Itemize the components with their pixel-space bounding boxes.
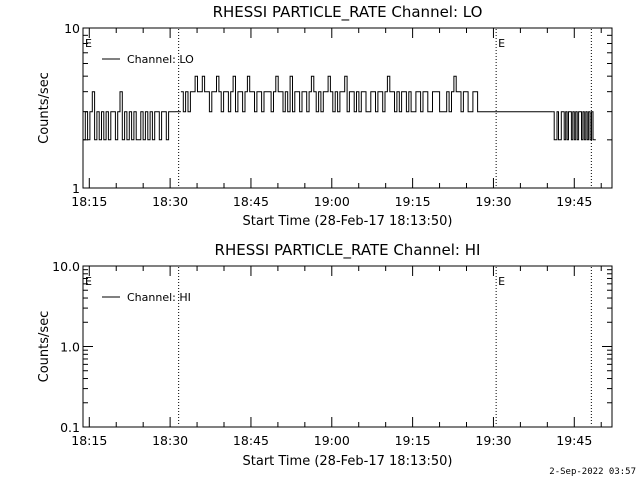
panel-lo: RHESSI PARTICLE_RATE Channel: LO Start Ti… bbox=[37, 3, 613, 229]
x-tick-label: 19:00 bbox=[314, 433, 350, 448]
y-tick-label: 1.0 bbox=[60, 340, 80, 355]
panel-hi: RHESSI PARTICLE_RATE Channel: HI Start Ti… bbox=[37, 241, 613, 469]
y-tick-label: 10.0 bbox=[52, 259, 80, 274]
x-tick-label: 18:30 bbox=[152, 194, 188, 209]
x-tick-label: 18:30 bbox=[152, 433, 188, 448]
x-tick-label: 18:45 bbox=[233, 433, 269, 448]
y-axis-label: Counts/sec bbox=[37, 72, 52, 144]
series-line-segment bbox=[180, 75, 480, 113]
series-line-segment bbox=[552, 111, 596, 141]
legend-label: Channel: HI bbox=[127, 291, 191, 304]
x-tick-label: 18:45 bbox=[233, 194, 269, 209]
x-tick-label: 19:30 bbox=[475, 433, 511, 448]
x-axis-label: Start Time (28-Feb-17 18:13:50) bbox=[243, 454, 453, 469]
chart-title: RHESSI PARTICLE_RATE Channel: LO bbox=[213, 3, 483, 22]
x-tick-label: 18:15 bbox=[71, 194, 107, 209]
plot-frame bbox=[82, 27, 613, 189]
event-label: E bbox=[85, 37, 92, 50]
series-line-segment bbox=[83, 91, 176, 141]
x-tick-label: 19:00 bbox=[314, 194, 350, 209]
plot-frame bbox=[82, 265, 613, 428]
x-tick-label: 19:45 bbox=[556, 194, 592, 209]
x-tick-label: 19:30 bbox=[475, 194, 511, 209]
y-tick-label: 1 bbox=[72, 181, 80, 196]
x-tick-label: 19:15 bbox=[395, 433, 431, 448]
legend-label: Channel: LO bbox=[127, 53, 194, 66]
y-axis-label: Counts/sec bbox=[37, 311, 52, 383]
event-label: E bbox=[498, 275, 505, 288]
x-tick-label: 18:15 bbox=[71, 433, 107, 448]
event-label: E bbox=[85, 275, 92, 288]
footer-timestamp: 2-Sep-2022 03:57 bbox=[549, 467, 636, 477]
y-tick-label: 10 bbox=[64, 21, 80, 36]
x-axis-label: Start Time (28-Feb-17 18:13:50) bbox=[243, 214, 453, 229]
x-tick-label: 19:45 bbox=[556, 433, 592, 448]
chart-title: RHESSI PARTICLE_RATE Channel: HI bbox=[215, 241, 481, 260]
y-tick-label: 0.1 bbox=[60, 420, 80, 435]
event-label: E bbox=[498, 37, 505, 50]
x-tick-label: 19:15 bbox=[395, 194, 431, 209]
